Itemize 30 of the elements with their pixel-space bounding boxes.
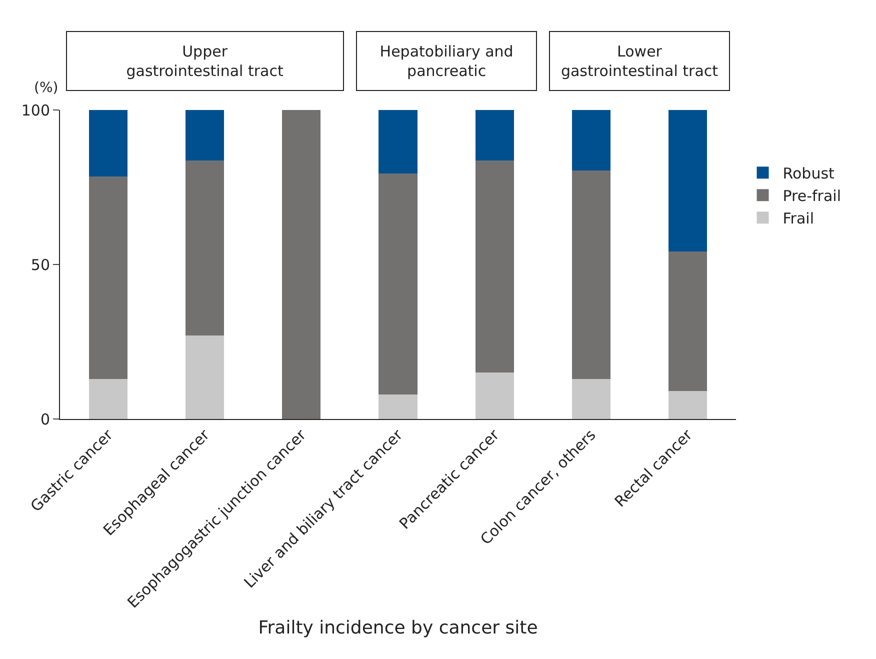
- legend-label: Robust: [782, 164, 835, 182]
- bar: [88, 110, 128, 176]
- bar: [668, 110, 708, 252]
- bar: [668, 252, 708, 392]
- bar: [572, 378, 610, 419]
- bar: [186, 336, 224, 419]
- legend-label: Pre-frail: [782, 186, 842, 205]
- y-tick-label: 50: [30, 256, 50, 274]
- bar: [88, 176, 128, 379]
- x-axis-title: Frailty incidence by cancer site: [258, 618, 538, 639]
- bar: [475, 110, 514, 160]
- bar: [282, 110, 321, 419]
- bar: [186, 110, 224, 160]
- y-tick-label: 100: [21, 101, 50, 120]
- bar: [88, 378, 128, 419]
- bar: [475, 372, 514, 419]
- bar: [378, 173, 418, 394]
- text: Upper gastrointestinal tract: [126, 42, 284, 80]
- bar: [668, 391, 708, 419]
- y-tick-label: 0: [40, 410, 50, 428]
- text: Lower gastrointestinal tract: [560, 42, 718, 80]
- bar: [378, 110, 418, 174]
- bar: [572, 170, 610, 379]
- legend-label: Frail: [782, 209, 814, 228]
- y-axis-title: (%): [34, 80, 58, 96]
- text: Hepatobiliary and pancreatic: [380, 42, 514, 80]
- bar: [475, 160, 514, 373]
- bar: [378, 394, 418, 419]
- bar: [572, 110, 610, 171]
- bar: [186, 160, 224, 336]
